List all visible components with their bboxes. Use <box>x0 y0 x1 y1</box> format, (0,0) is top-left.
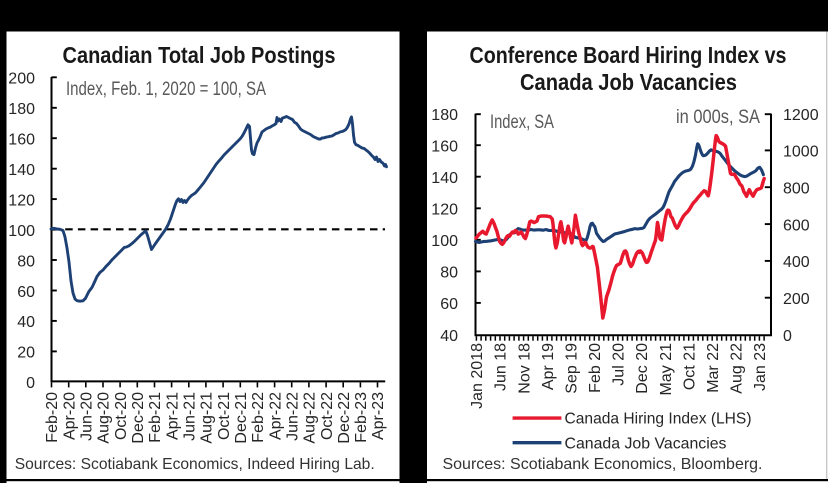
svg-text:Nov 18: Nov 18 <box>516 343 533 394</box>
svg-text:140: 140 <box>8 162 35 179</box>
svg-text:Oct-20: Oct-20 <box>113 392 130 440</box>
svg-text:160: 160 <box>431 139 458 156</box>
svg-text:Aug-22: Aug-22 <box>302 392 319 444</box>
svg-text:1000: 1000 <box>783 144 819 161</box>
svg-text:Oct-21: Oct-21 <box>216 392 233 440</box>
svg-text:Dec-22: Dec-22 <box>336 392 353 444</box>
svg-text:0: 0 <box>26 375 35 392</box>
svg-text:Jun 18: Jun 18 <box>493 343 510 391</box>
svg-text:200: 200 <box>783 291 810 308</box>
svg-text:400: 400 <box>783 254 810 271</box>
svg-text:Canadian Total Job Postings: Canadian Total Job Postings <box>63 42 336 68</box>
svg-text:Sources: Scotiabank Economics,: Sources: Scotiabank Economics, Bloomberg… <box>443 456 763 473</box>
svg-text:Apr-22: Apr-22 <box>267 392 284 440</box>
svg-text:60: 60 <box>440 296 458 313</box>
svg-text:Feb 20: Feb 20 <box>587 343 604 393</box>
svg-text:Jun-21: Jun-21 <box>182 392 199 441</box>
svg-text:1200: 1200 <box>783 107 819 124</box>
svg-text:200: 200 <box>8 71 35 88</box>
svg-text:Sources: Scotiabank Economics,: Sources: Scotiabank Economics, Indeed Hi… <box>15 456 375 473</box>
svg-text:Canada Job Vacancies: Canada Job Vacancies <box>520 69 737 95</box>
svg-text:120: 120 <box>8 192 35 209</box>
svg-text:Jan 2018: Jan 2018 <box>469 343 486 409</box>
svg-text:Feb-23: Feb-23 <box>353 392 370 443</box>
svg-text:Oct 21: Oct 21 <box>681 343 698 390</box>
svg-text:Jan 23: Jan 23 <box>752 343 769 391</box>
svg-text:Apr-23: Apr-23 <box>370 392 387 440</box>
svg-text:Dec 20: Dec 20 <box>634 343 651 394</box>
svg-text:80: 80 <box>440 265 458 282</box>
svg-text:140: 140 <box>431 170 458 187</box>
svg-text:Jun-20: Jun-20 <box>79 392 96 441</box>
svg-text:600: 600 <box>783 217 810 234</box>
svg-text:180: 180 <box>8 101 35 118</box>
svg-text:Feb-20: Feb-20 <box>44 392 61 443</box>
svg-text:Conference Board Hiring Index: Conference Board Hiring Index vs <box>470 42 787 68</box>
svg-text:80: 80 <box>17 253 35 270</box>
svg-text:800: 800 <box>783 181 810 198</box>
svg-text:120: 120 <box>431 202 458 219</box>
svg-text:0: 0 <box>783 328 792 345</box>
svg-text:Index, SA: Index, SA <box>490 112 554 133</box>
svg-text:60: 60 <box>17 284 35 301</box>
svg-text:Canada Hiring Index (LHS): Canada Hiring Index (LHS) <box>565 411 752 428</box>
svg-text:100: 100 <box>431 233 458 250</box>
svg-text:Sep 19: Sep 19 <box>563 343 580 394</box>
svg-text:Jun-22: Jun-22 <box>284 392 301 441</box>
svg-text:20: 20 <box>17 345 35 362</box>
svg-text:40: 40 <box>17 314 35 331</box>
svg-text:100: 100 <box>8 223 35 240</box>
svg-text:Apr-20: Apr-20 <box>61 392 78 440</box>
svg-text:Index, Feb. 1, 2020 = 100, SA: Index, Feb. 1, 2020 = 100, SA <box>66 79 266 100</box>
svg-text:Aug 22: Aug 22 <box>729 343 746 394</box>
svg-text:in 000s, SA: in 000s, SA <box>676 107 760 128</box>
svg-text:Feb-22: Feb-22 <box>250 392 267 443</box>
svg-text:May 21: May 21 <box>658 343 675 396</box>
svg-text:180: 180 <box>431 107 458 124</box>
svg-text:Aug-21: Aug-21 <box>199 392 216 444</box>
svg-text:Jul 20: Jul 20 <box>611 343 628 386</box>
svg-text:Feb-21: Feb-21 <box>147 392 164 443</box>
svg-text:Dec-21: Dec-21 <box>233 392 250 444</box>
svg-text:Apr-21: Apr-21 <box>164 392 181 440</box>
svg-text:Aug-20: Aug-20 <box>96 392 113 444</box>
svg-text:Canada Job Vacancies: Canada Job Vacancies <box>565 435 727 452</box>
svg-text:40: 40 <box>440 328 458 345</box>
svg-text:Dec-20: Dec-20 <box>130 392 147 444</box>
svg-text:Oct-22: Oct-22 <box>319 392 336 440</box>
svg-text:160: 160 <box>8 132 35 149</box>
svg-text:Apr 19: Apr 19 <box>540 343 557 390</box>
svg-text:Mar 22: Mar 22 <box>705 343 722 393</box>
